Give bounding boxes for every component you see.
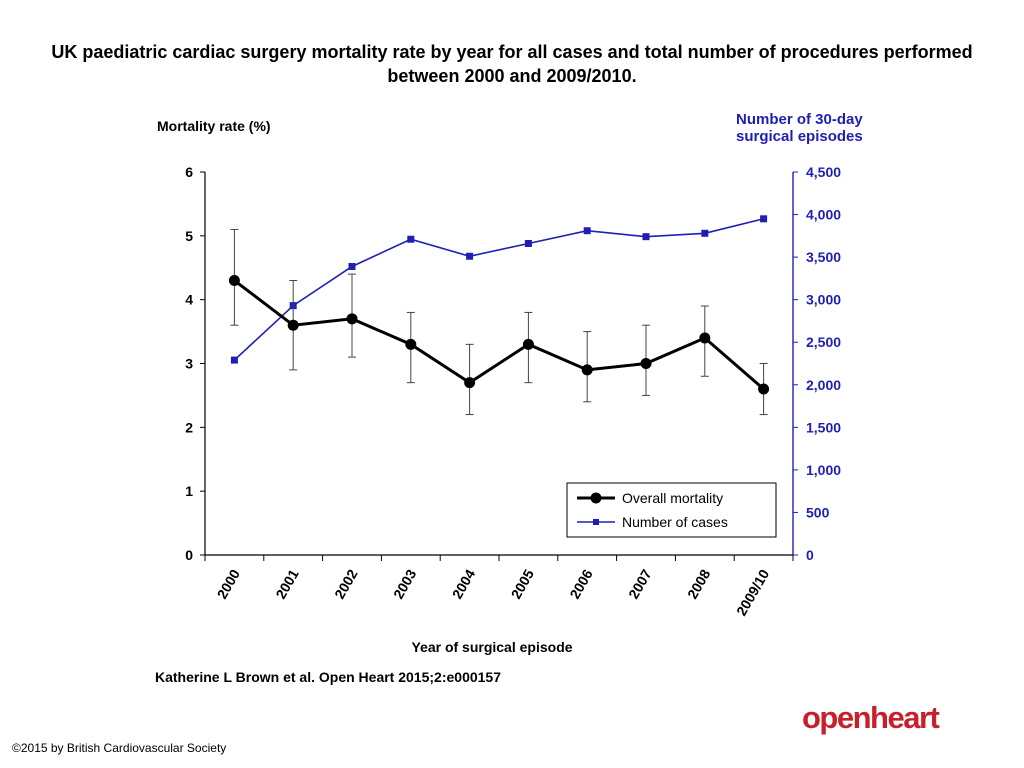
copyright: ©2015 by British Cardiovascular Society: [12, 741, 227, 755]
mortality-point: [758, 383, 770, 395]
cases-line: [233, 218, 764, 361]
x-tick-label: 2003: [390, 566, 420, 601]
mortality-point: [228, 275, 240, 287]
openheart-logo: openheart: [802, 700, 940, 735]
y-right-axis-title: surgical episodes: [736, 128, 863, 145]
cases-point: [701, 229, 709, 237]
right-tick-label: 500: [806, 504, 830, 520]
mortality-point: [405, 338, 417, 350]
right-tick-label: 2,500: [806, 334, 841, 350]
left-tick-label: 0: [185, 547, 193, 563]
legend-mortality-label: Overall mortality: [622, 490, 723, 506]
right-tick-label: 1,500: [806, 419, 841, 435]
cases-point: [524, 239, 532, 247]
mortality-point: [699, 332, 711, 344]
cases-point: [760, 215, 768, 223]
x-tick-label: 2006: [566, 566, 596, 601]
left-tick-label: 1: [185, 483, 193, 499]
left-tick-label: 2: [185, 419, 193, 435]
legend-cases-label: Number of cases: [622, 514, 728, 530]
right-tick-label: 1,000: [806, 462, 841, 478]
x-tick-label: 2001: [272, 566, 302, 601]
x-tick-label: 2008: [684, 566, 714, 601]
cases-point: [348, 262, 356, 270]
mortality-point: [522, 338, 534, 350]
right-tick-label: 4,500: [806, 164, 841, 180]
x-tick-label: 2000: [214, 566, 244, 601]
cases-point: [466, 252, 474, 260]
x-tick-label: 2002: [331, 566, 361, 601]
mortality-point: [581, 364, 593, 376]
mortality-point: [287, 319, 299, 331]
mortality-point: [464, 377, 476, 389]
right-tick-label: 3,500: [806, 249, 841, 265]
legend-cases-marker: [593, 519, 599, 525]
legend-box: [566, 482, 777, 538]
legend-mortality-marker: [590, 492, 602, 504]
left-tick-label: 6: [185, 164, 193, 180]
right-tick-label: 4,000: [806, 207, 841, 223]
cases-point: [407, 235, 415, 243]
cases-point: [230, 356, 238, 364]
x-tick-label: 2004: [449, 566, 479, 601]
right-tick-label: 2,000: [806, 377, 841, 393]
y-right-axis-title: Number of 30-day: [736, 111, 863, 128]
cases-point: [642, 233, 650, 241]
chart-title: UK paediatric cardiac surgery mortality …: [51, 42, 973, 86]
left-tick-label: 3: [185, 356, 193, 372]
citation: Katherine L Brown et al. Open Heart 2015…: [155, 669, 501, 685]
right-tick-label: 0: [806, 547, 814, 563]
y-left-axis-title: Mortality rate (%): [157, 118, 271, 134]
x-axis-title: Year of surgical episode: [411, 639, 572, 655]
left-tick-label: 5: [185, 228, 193, 244]
right-tick-label: 3,000: [806, 292, 841, 308]
left-tick-label: 4: [185, 292, 193, 308]
cases-point: [583, 227, 591, 235]
mortality-point: [346, 313, 358, 325]
mortality-point: [640, 358, 652, 369]
mortality-line: [233, 279, 765, 391]
x-tick-label: 2005: [508, 566, 538, 601]
x-tick-label: 2007: [625, 566, 655, 601]
x-tick-label: 2009/10: [733, 566, 772, 618]
